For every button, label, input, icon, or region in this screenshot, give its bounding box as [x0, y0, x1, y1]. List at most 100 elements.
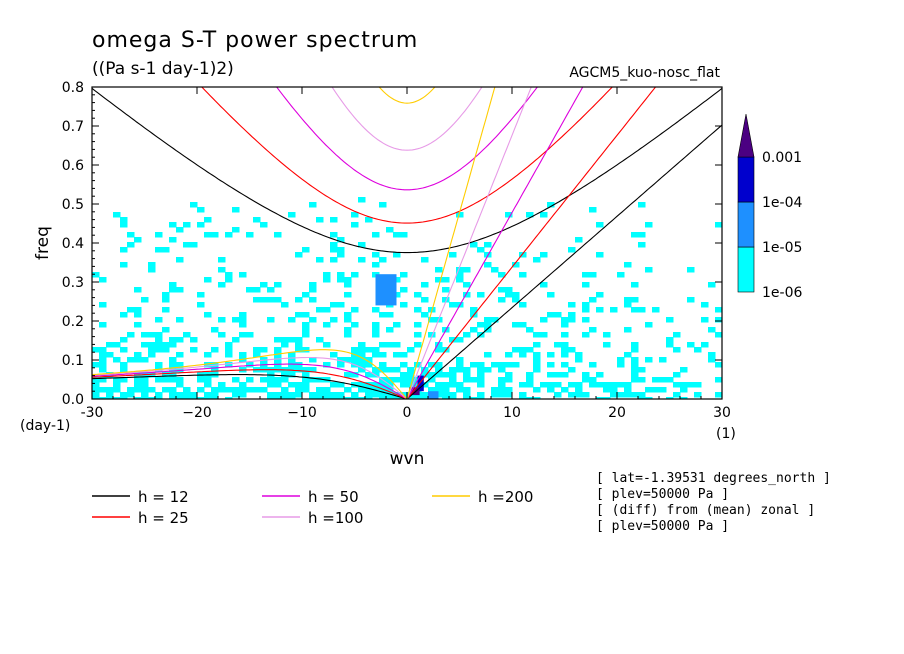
power-cell — [365, 357, 373, 363]
power-cell — [204, 392, 212, 398]
power-cell — [589, 377, 597, 383]
power-cell — [323, 307, 331, 313]
power-cell — [155, 377, 163, 383]
power-cell — [435, 267, 443, 273]
power-cell — [400, 272, 408, 278]
power-cell — [519, 252, 527, 258]
power-cell — [715, 222, 722, 228]
power-cell — [204, 312, 212, 318]
power-cell — [547, 312, 555, 318]
power-cell — [281, 387, 289, 393]
power-cell — [372, 332, 380, 338]
power-cell — [505, 212, 513, 218]
power-cell — [155, 337, 163, 343]
power-cell — [666, 337, 674, 343]
power-cell — [197, 302, 205, 308]
power-cell — [449, 367, 457, 373]
power-cell — [302, 332, 310, 338]
power-cell — [351, 307, 359, 313]
power-cell — [330, 247, 338, 253]
power-cell — [477, 367, 485, 373]
power-cell — [134, 287, 142, 293]
power-cell — [701, 342, 709, 348]
chart-title: omega S-T power spectrum — [92, 28, 418, 53]
power-cell — [99, 362, 107, 368]
power-cell — [176, 377, 184, 383]
y-tick-label: 0.3 — [62, 275, 84, 291]
power-cell — [533, 397, 541, 399]
power-cell — [281, 372, 289, 378]
power-cell — [134, 387, 142, 393]
power-cell — [281, 302, 289, 308]
power-cell — [281, 392, 289, 398]
power-cell — [141, 387, 149, 393]
power-cell — [211, 232, 219, 238]
colorbar-swatch — [737, 201, 755, 248]
power-cell — [239, 352, 247, 358]
power-cell — [421, 372, 429, 378]
y-tick-label: 0.0 — [62, 392, 84, 408]
power-cell — [645, 397, 653, 399]
power-cell — [498, 377, 506, 383]
power-cell — [288, 362, 296, 368]
y-tick-label: 0.4 — [62, 236, 84, 252]
power-cell — [134, 382, 142, 388]
power-cell — [568, 247, 576, 253]
power-cell — [435, 367, 443, 373]
power-cell — [274, 397, 282, 399]
power-cell — [715, 317, 722, 323]
power-cell — [372, 307, 380, 313]
power-cell — [169, 372, 177, 378]
power-cell — [281, 377, 289, 383]
power-cell — [484, 317, 492, 323]
power-cell — [477, 322, 485, 328]
power-cell — [190, 397, 198, 399]
power-cell — [232, 207, 240, 213]
power-cell — [470, 327, 478, 333]
power-cell — [330, 352, 338, 358]
power-cell — [393, 322, 401, 328]
power-cell — [344, 387, 352, 393]
power-cell — [638, 202, 646, 208]
power-cell — [624, 327, 632, 333]
power-cell — [456, 387, 464, 393]
power-cell — [113, 357, 121, 363]
power-cell — [92, 392, 100, 398]
power-cell — [120, 222, 128, 228]
power-cell — [253, 352, 261, 358]
power-cell — [106, 342, 114, 348]
x-tick-label: 30 — [713, 405, 731, 421]
power-cell — [365, 397, 373, 399]
power-cell — [407, 372, 415, 378]
power-cell — [330, 232, 338, 238]
power-cell — [456, 212, 464, 218]
power-cell — [680, 367, 688, 373]
power-cell — [288, 397, 296, 399]
power-cell — [176, 382, 184, 388]
power-cell — [246, 287, 254, 293]
curve-h50-rossby — [92, 363, 408, 399]
power-cell — [582, 317, 590, 323]
power-cell — [596, 307, 604, 313]
power-cell — [99, 387, 107, 393]
power-cell-high — [409, 387, 420, 396]
power-cell — [232, 377, 240, 383]
x-axis-label: wvn — [390, 449, 425, 469]
power-cell — [330, 217, 338, 223]
x-tick-label: −10 — [287, 405, 317, 421]
power-cell — [498, 382, 506, 388]
power-cell — [120, 367, 128, 373]
power-cell — [428, 317, 436, 323]
power-cell — [92, 387, 100, 393]
power-cell — [197, 292, 205, 298]
power-cell — [638, 307, 646, 313]
power-cell — [533, 387, 541, 393]
power-cell — [631, 342, 639, 348]
power-cell — [323, 362, 331, 368]
power-cell — [92, 362, 100, 368]
power-cell — [638, 377, 646, 383]
power-cell — [239, 387, 247, 393]
power-cell — [162, 387, 170, 393]
power-cell — [554, 312, 562, 318]
power-cell — [260, 347, 268, 353]
